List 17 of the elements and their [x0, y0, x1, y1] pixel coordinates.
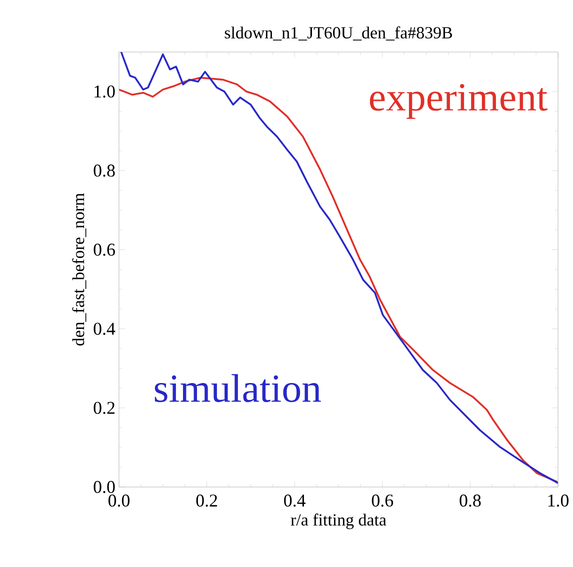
y-axis-title: den_fast_before_norm [72, 193, 86, 346]
x-tick-label: 1.0 [548, 494, 569, 507]
x-tick-label: 0.0 [108, 494, 130, 507]
x-tick-label: 0.2 [196, 494, 218, 507]
text: simulation [154, 374, 321, 402]
x-tick-label: 0.8 [460, 494, 481, 507]
x-tick-label: 0.6 [372, 494, 394, 507]
x-tick-label: 0.4 [284, 494, 306, 507]
chart-title: sldown_n1_JT60U_den_fa#839B [224, 26, 452, 40]
series-label: experiment [370, 84, 548, 119]
x-axis-title: r/a fitting data [290, 514, 386, 530]
y-tick-label: 0.2 [94, 402, 114, 414]
y-tick-label: 1.0 [94, 85, 115, 98]
y-tick-label: 0.6 [94, 244, 115, 256]
y-tick-label: 0.8 [94, 164, 115, 177]
y-tick-label: 0.0 [94, 480, 115, 494]
y-tick-label: 0.4 [94, 322, 116, 335]
